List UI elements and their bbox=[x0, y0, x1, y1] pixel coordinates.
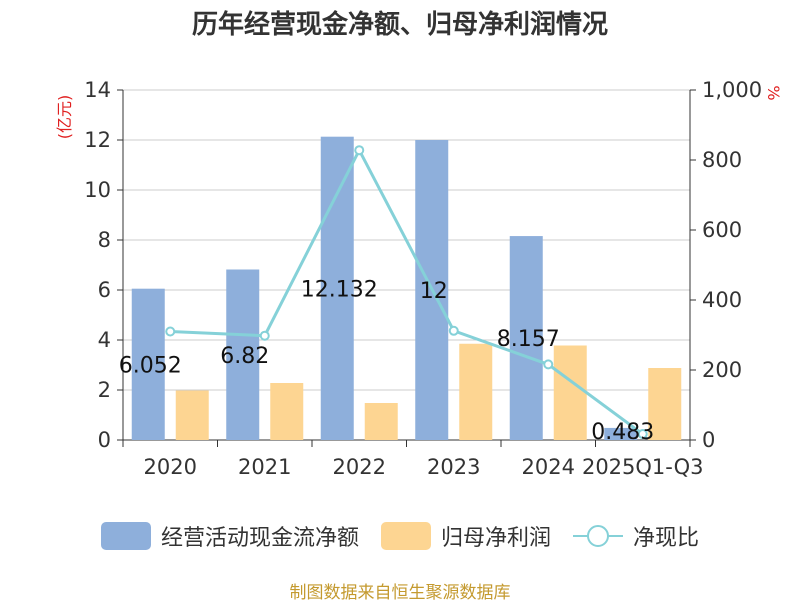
x-tick-label: 2023 bbox=[427, 455, 480, 479]
y-right-tick-label: 800 bbox=[702, 148, 742, 172]
legend: 经营活动现金流净额 归母净利润 净现比 bbox=[0, 516, 800, 556]
legend-swatch-cash-ratio bbox=[573, 522, 623, 550]
bar-net-profit bbox=[648, 368, 682, 440]
x-tick-label: 2021 bbox=[238, 455, 291, 479]
legend-label-net-profit: 归母净利润 bbox=[440, 526, 551, 551]
y-left-tick-label: 0 bbox=[98, 428, 111, 452]
point-cash-ratio bbox=[259, 330, 270, 341]
data-label: 12.132 bbox=[301, 277, 378, 302]
y-right-tick-label: 400 bbox=[702, 288, 742, 312]
y-right-tick-label: 200 bbox=[702, 358, 742, 382]
y-left-tick-label: 2 bbox=[98, 378, 111, 402]
point-cash-ratio bbox=[543, 359, 554, 370]
data-label: 6.82 bbox=[220, 344, 269, 369]
legend-label-operating-cash-flow: 经营活动现金流净额 bbox=[160, 526, 359, 551]
y-right-tick-label: 0 bbox=[702, 428, 715, 452]
y-right-tick-label: 600 bbox=[702, 218, 742, 242]
bar-net-profit bbox=[459, 343, 493, 440]
legend-item-cash-ratio[interactable]: 净现比 bbox=[573, 520, 699, 552]
x-tick-label: 2025Q1-Q3 bbox=[582, 455, 704, 479]
bar-operating-cash-flow bbox=[604, 427, 638, 440]
point-cash-ratio bbox=[165, 326, 176, 337]
y-left-tick-label: 10 bbox=[84, 178, 111, 202]
y-left-tick-label: 4 bbox=[98, 328, 111, 352]
data-label: 0.483 bbox=[591, 420, 654, 445]
bar-net-profit bbox=[175, 390, 209, 440]
legend-label-cash-ratio: 净现比 bbox=[633, 526, 700, 551]
chart-title: 历年经营现金净额、归母净利润情况 bbox=[191, 10, 608, 40]
x-tick-label: 2020 bbox=[144, 455, 197, 479]
x-tick-label: 2022 bbox=[333, 455, 386, 479]
y-left-tick-label: 6 bbox=[98, 278, 111, 302]
source-note: 制图数据来自恒生聚源数据库 bbox=[289, 583, 511, 603]
legend-item-operating-cash-flow[interactable]: 经营活动现金流净额 bbox=[100, 520, 359, 552]
legend-swatch-operating-cash-flow bbox=[100, 522, 151, 550]
line-cash-ratio bbox=[170, 146, 644, 436]
x-tick-label: 2024 bbox=[522, 455, 575, 479]
data-label: 6.052 bbox=[119, 353, 182, 378]
bar-operating-cash-flow bbox=[131, 288, 165, 440]
legend-item-net-profit[interactable]: 归母净利润 bbox=[380, 520, 551, 552]
y-right-tick-label: 1,000 bbox=[702, 78, 762, 102]
data-label: 8.157 bbox=[497, 327, 560, 352]
bar-net-profit bbox=[270, 383, 304, 440]
data-label: 12 bbox=[420, 279, 448, 304]
bar-operating-cash-flow bbox=[320, 136, 354, 440]
y-left-axis-label: (亿元) bbox=[55, 95, 74, 140]
point-cash-ratio bbox=[448, 325, 459, 336]
bar-net-profit bbox=[364, 403, 398, 440]
y-right-axis-label: % bbox=[764, 85, 783, 100]
y-left-tick-label: 12 bbox=[84, 128, 111, 152]
point-cash-ratio bbox=[354, 145, 365, 156]
bar-operating-cash-flow bbox=[509, 236, 543, 440]
bar-operating-cash-flow bbox=[226, 269, 260, 440]
y-left-tick-label: 14 bbox=[84, 78, 111, 102]
y-left-tick-label: 8 bbox=[98, 228, 111, 252]
legend-swatch-net-profit bbox=[380, 522, 431, 550]
point-cash-ratio bbox=[637, 429, 648, 440]
bar-net-profit bbox=[553, 345, 587, 440]
